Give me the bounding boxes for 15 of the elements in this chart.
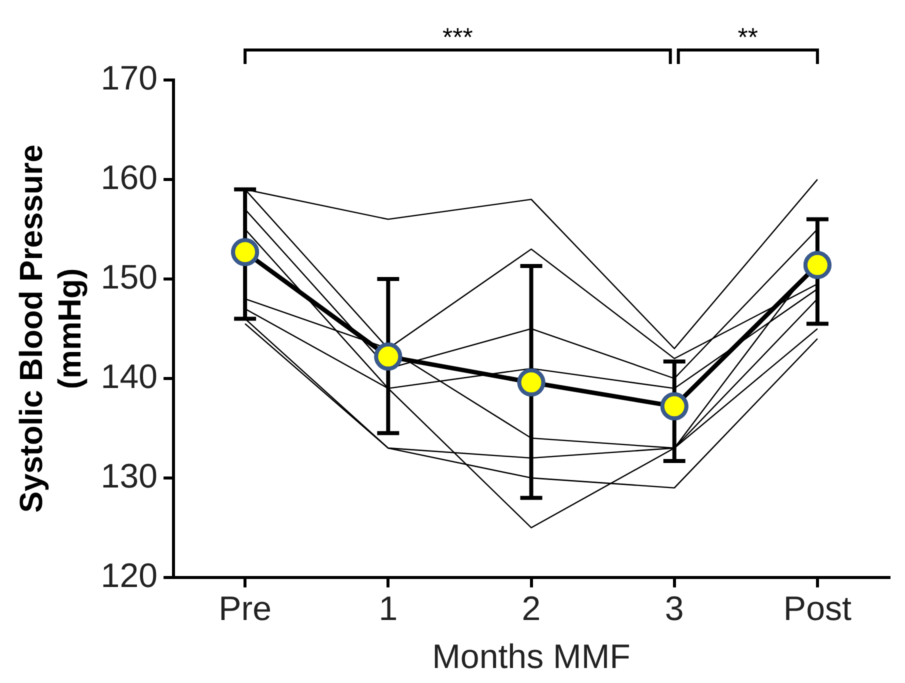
y-tick-label: 140 (100, 358, 158, 396)
y-tick-label: 130 (100, 457, 158, 496)
y-tick-label: 170 (100, 59, 158, 98)
x-tick-label: 1 (378, 590, 398, 628)
y-tick-label: 160 (100, 158, 158, 197)
text: ** (738, 22, 758, 53)
y-tick-label: 150 (100, 258, 158, 296)
x-axis-title: Months MMF (432, 638, 630, 676)
text: *** (442, 22, 473, 53)
x-tick-label: Post (783, 590, 852, 628)
y-axis-title: Systolic Blood Pressure (mmHg) (13, 144, 88, 513)
x-tick-label: 3 (664, 590, 684, 628)
y-tick-label: 120 (100, 556, 158, 595)
x-tick-label: 2 (522, 590, 541, 628)
x-tick-label: Pre (218, 590, 272, 628)
